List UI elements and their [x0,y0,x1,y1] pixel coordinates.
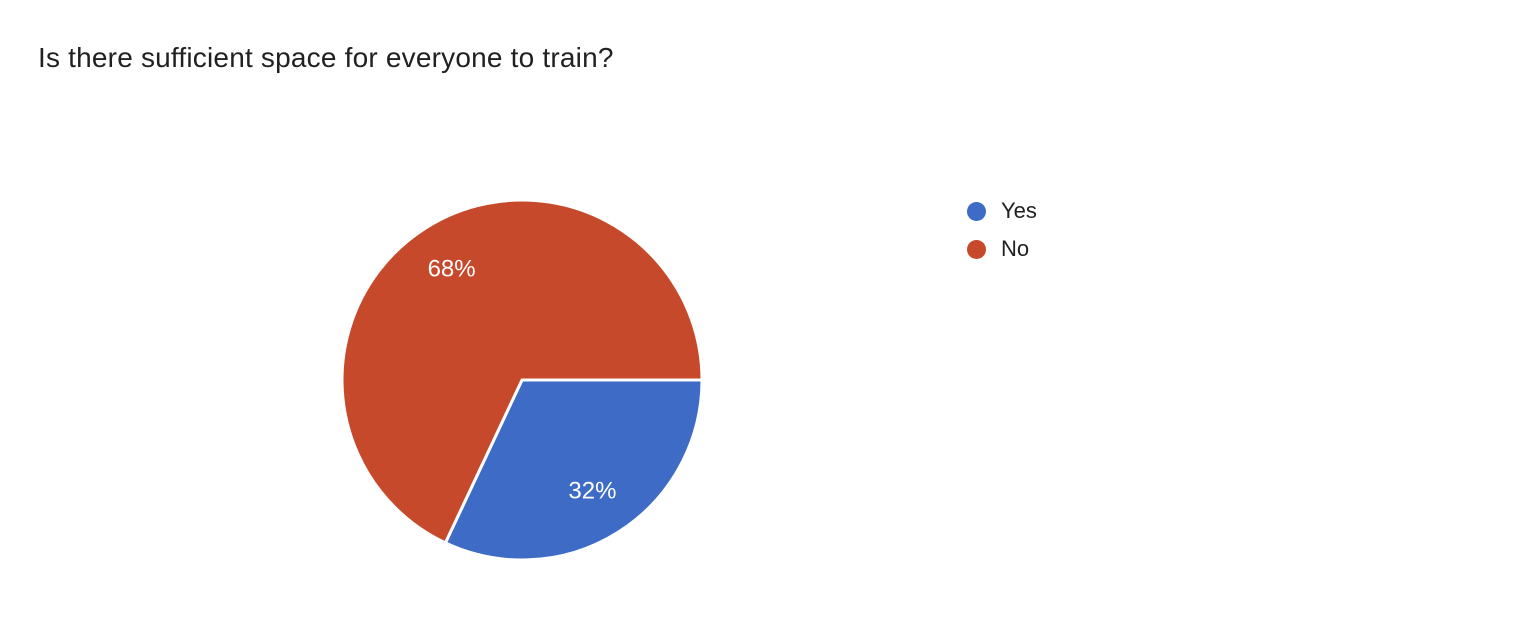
legend-label: Yes [1001,198,1037,223]
legend-color-swatch [967,201,986,221]
chart-question-title: Is there sufficient space for everyone t… [38,42,614,73]
pie-slice-no[interactable] [340,198,704,545]
pie-labels: 32% 68% [428,256,617,505]
legend-label: No [1001,236,1030,261]
legend-item-yes: Yes [967,192,1037,230]
pie-slice-percent-label: 68% [428,256,476,283]
legend: Yes No [967,192,1037,268]
pie-slice-yes[interactable] [443,378,704,562]
legend-color-swatch [967,239,986,259]
pie-slice-percent-label: 32% [568,477,616,504]
legend-item-no: No [967,230,1037,268]
pie-slices [340,198,704,562]
